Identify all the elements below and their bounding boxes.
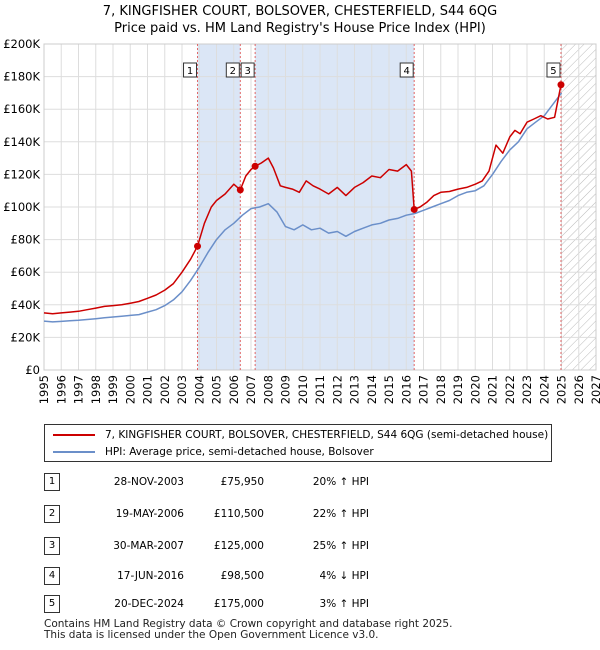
y-tick-label: £160K: [3, 102, 40, 116]
sale-hpi-diff: 3% ↑ HPI: [319, 598, 369, 610]
x-tick-label: 2024: [537, 375, 551, 404]
sale-row-5: 5 20-DEC-2024 £175,000 3% ↑ HPI: [44, 594, 564, 614]
legend-label-property: 7, KINGFISHER COURT, BOLSOVER, CHESTERFI…: [105, 429, 549, 441]
x-tick-label: 2000: [123, 375, 137, 404]
x-tick-label: 1996: [54, 375, 68, 404]
x-tick-label: 2006: [227, 375, 241, 404]
y-tick-label: £60K: [11, 265, 41, 279]
x-tick-label: 2016: [399, 375, 413, 404]
footer-licence: This data is licensed under the Open Gov…: [44, 629, 379, 641]
legend-swatch-property: [53, 434, 95, 436]
y-tick-label: £140K: [3, 135, 40, 149]
x-tick-label: 2010: [296, 375, 310, 404]
price-chart: £0 £20K £40K £60K £80K £100K £120K £140K £160K £1…: [3, 37, 600, 404]
x-tick-label: 2022: [503, 375, 517, 404]
x-tick-label: 2009: [279, 375, 293, 404]
plot-border: [43, 43, 597, 371]
y-tick-label: £0: [25, 363, 40, 377]
sale-4-label-box: [399, 62, 414, 78]
x-tick-label: 2014: [365, 375, 379, 404]
sale-hpi-diff: 22% ↑ HPI: [312, 508, 369, 520]
footer: Contains HM Land Registry data © Crown c…: [44, 619, 452, 641]
sale-1-label: 1: [187, 66, 193, 77]
sale-5-label-box: [546, 62, 561, 78]
y-tick-label: £40K: [11, 298, 41, 312]
sale-row-3: 3 30-MAR-2007 £125,000 25% ↑ HPI: [44, 536, 564, 556]
sale-hpi-diff: 20% ↑ HPI: [312, 476, 369, 488]
sale-row-2: 2 19-MAY-2006 £110,500 22% ↑ HPI: [44, 504, 564, 524]
x-tick-label: 2011: [313, 375, 327, 404]
sale-price: £75,950: [220, 476, 264, 488]
hpi-series-line: [43, 92, 563, 323]
sale-5-label: 5: [550, 66, 556, 77]
x-tick-label: 2021: [486, 375, 500, 404]
y-tick-label: £180K: [3, 70, 40, 84]
sale-3-label: 3: [244, 66, 250, 77]
x-tick-label: 2017: [417, 375, 431, 404]
x-tick-label: 2013: [348, 375, 362, 404]
x-tick-label: 2027: [589, 375, 600, 404]
x-tick-label: 2007: [244, 375, 258, 404]
chart-title: 7, KINGFISHER COURT, BOLSOVER, CHESTERFI…: [0, 3, 600, 37]
x-tick-label: 2025: [555, 375, 569, 404]
sale-date: 17-JUN-2016: [117, 570, 184, 582]
sale-hpi-diff: 25% ↑ HPI: [312, 540, 369, 552]
sale-date: 19-MAY-2006: [115, 508, 184, 520]
sale-2-point: [236, 186, 244, 194]
sale-price: £98,500: [220, 570, 264, 582]
sale-1-label-box: [183, 62, 198, 78]
sale-price: £110,500: [213, 508, 264, 520]
sale-2-label: 2: [230, 66, 236, 77]
sale-price: £175,000: [213, 598, 264, 610]
x-tick-label: 1995: [37, 375, 51, 404]
x-tick-label: 2003: [175, 375, 189, 404]
sale-number-badge: 5: [44, 595, 60, 613]
sale-4-point: [410, 205, 418, 213]
sale-5-point: [557, 81, 565, 89]
x-tick-label: 2019: [451, 375, 465, 404]
sale-3-label-box: [240, 62, 255, 78]
sale-2-label-box: [225, 62, 240, 78]
sale-date: 20-DEC-2024: [114, 598, 184, 610]
footer-copyright: Contains HM Land Registry data © Crown c…: [44, 618, 453, 630]
sale-price: £125,000: [213, 540, 264, 552]
title-line-2: Price paid vs. HM Land Registry's House …: [114, 21, 486, 36]
sale-row-4: 4 17-JUN-2016 £98,500 4% ↓ HPI: [44, 566, 564, 586]
y-tick-label: £100K: [3, 200, 40, 214]
x-tick-label: 1997: [72, 375, 86, 404]
sale-date: 28-NOV-2003: [113, 476, 184, 488]
x-tick-label: 2020: [468, 375, 482, 404]
legend-label-hpi: HPI: Average price, semi-detached house,…: [105, 446, 374, 458]
y-tick-label: £80K: [11, 233, 41, 247]
y-tick-label: £120K: [3, 167, 40, 181]
x-tick-label: 2018: [434, 375, 448, 404]
x-tick-label: 2004: [192, 375, 206, 404]
sale-date: 30-MAR-2007: [113, 540, 184, 552]
sale-number-badge: 3: [44, 537, 60, 555]
property-series-line: [43, 84, 562, 315]
sale-row-1: 1 28-NOV-2003 £75,950 20% ↑ HPI: [44, 472, 564, 492]
sale-3-point: [251, 162, 259, 170]
x-tick-label: 2001: [141, 375, 155, 404]
x-tick-label: 2015: [382, 375, 396, 404]
x-tick-label: 2002: [158, 375, 172, 404]
sale-hpi-diff: 4% ↓ HPI: [319, 570, 369, 582]
sale-4-label: 4: [403, 66, 409, 77]
sale-1-point: [194, 242, 202, 250]
x-tick-label: 2008: [261, 375, 275, 404]
sale-number-badge: 2: [44, 505, 60, 523]
legend-swatch-hpi: [53, 451, 95, 453]
x-tick-label: 2005: [210, 375, 224, 404]
x-tick-label: 1999: [106, 375, 120, 404]
legend: 7, KINGFISHER COURT, BOLSOVER, CHESTERFI…: [44, 424, 552, 462]
x-tick-label: 2023: [520, 375, 534, 404]
title-line-1: 7, KINGFISHER COURT, BOLSOVER, CHESTERFI…: [102, 4, 498, 19]
x-tick-label: 1998: [89, 375, 103, 404]
sale-number-badge: 1: [44, 473, 60, 491]
y-tick-label: £20K: [11, 330, 41, 344]
y-tick-label: £200K: [3, 37, 40, 51]
x-tick-label: 2026: [572, 375, 586, 404]
x-tick-label: 2012: [330, 375, 344, 404]
sale-number-badge: 4: [44, 567, 60, 585]
